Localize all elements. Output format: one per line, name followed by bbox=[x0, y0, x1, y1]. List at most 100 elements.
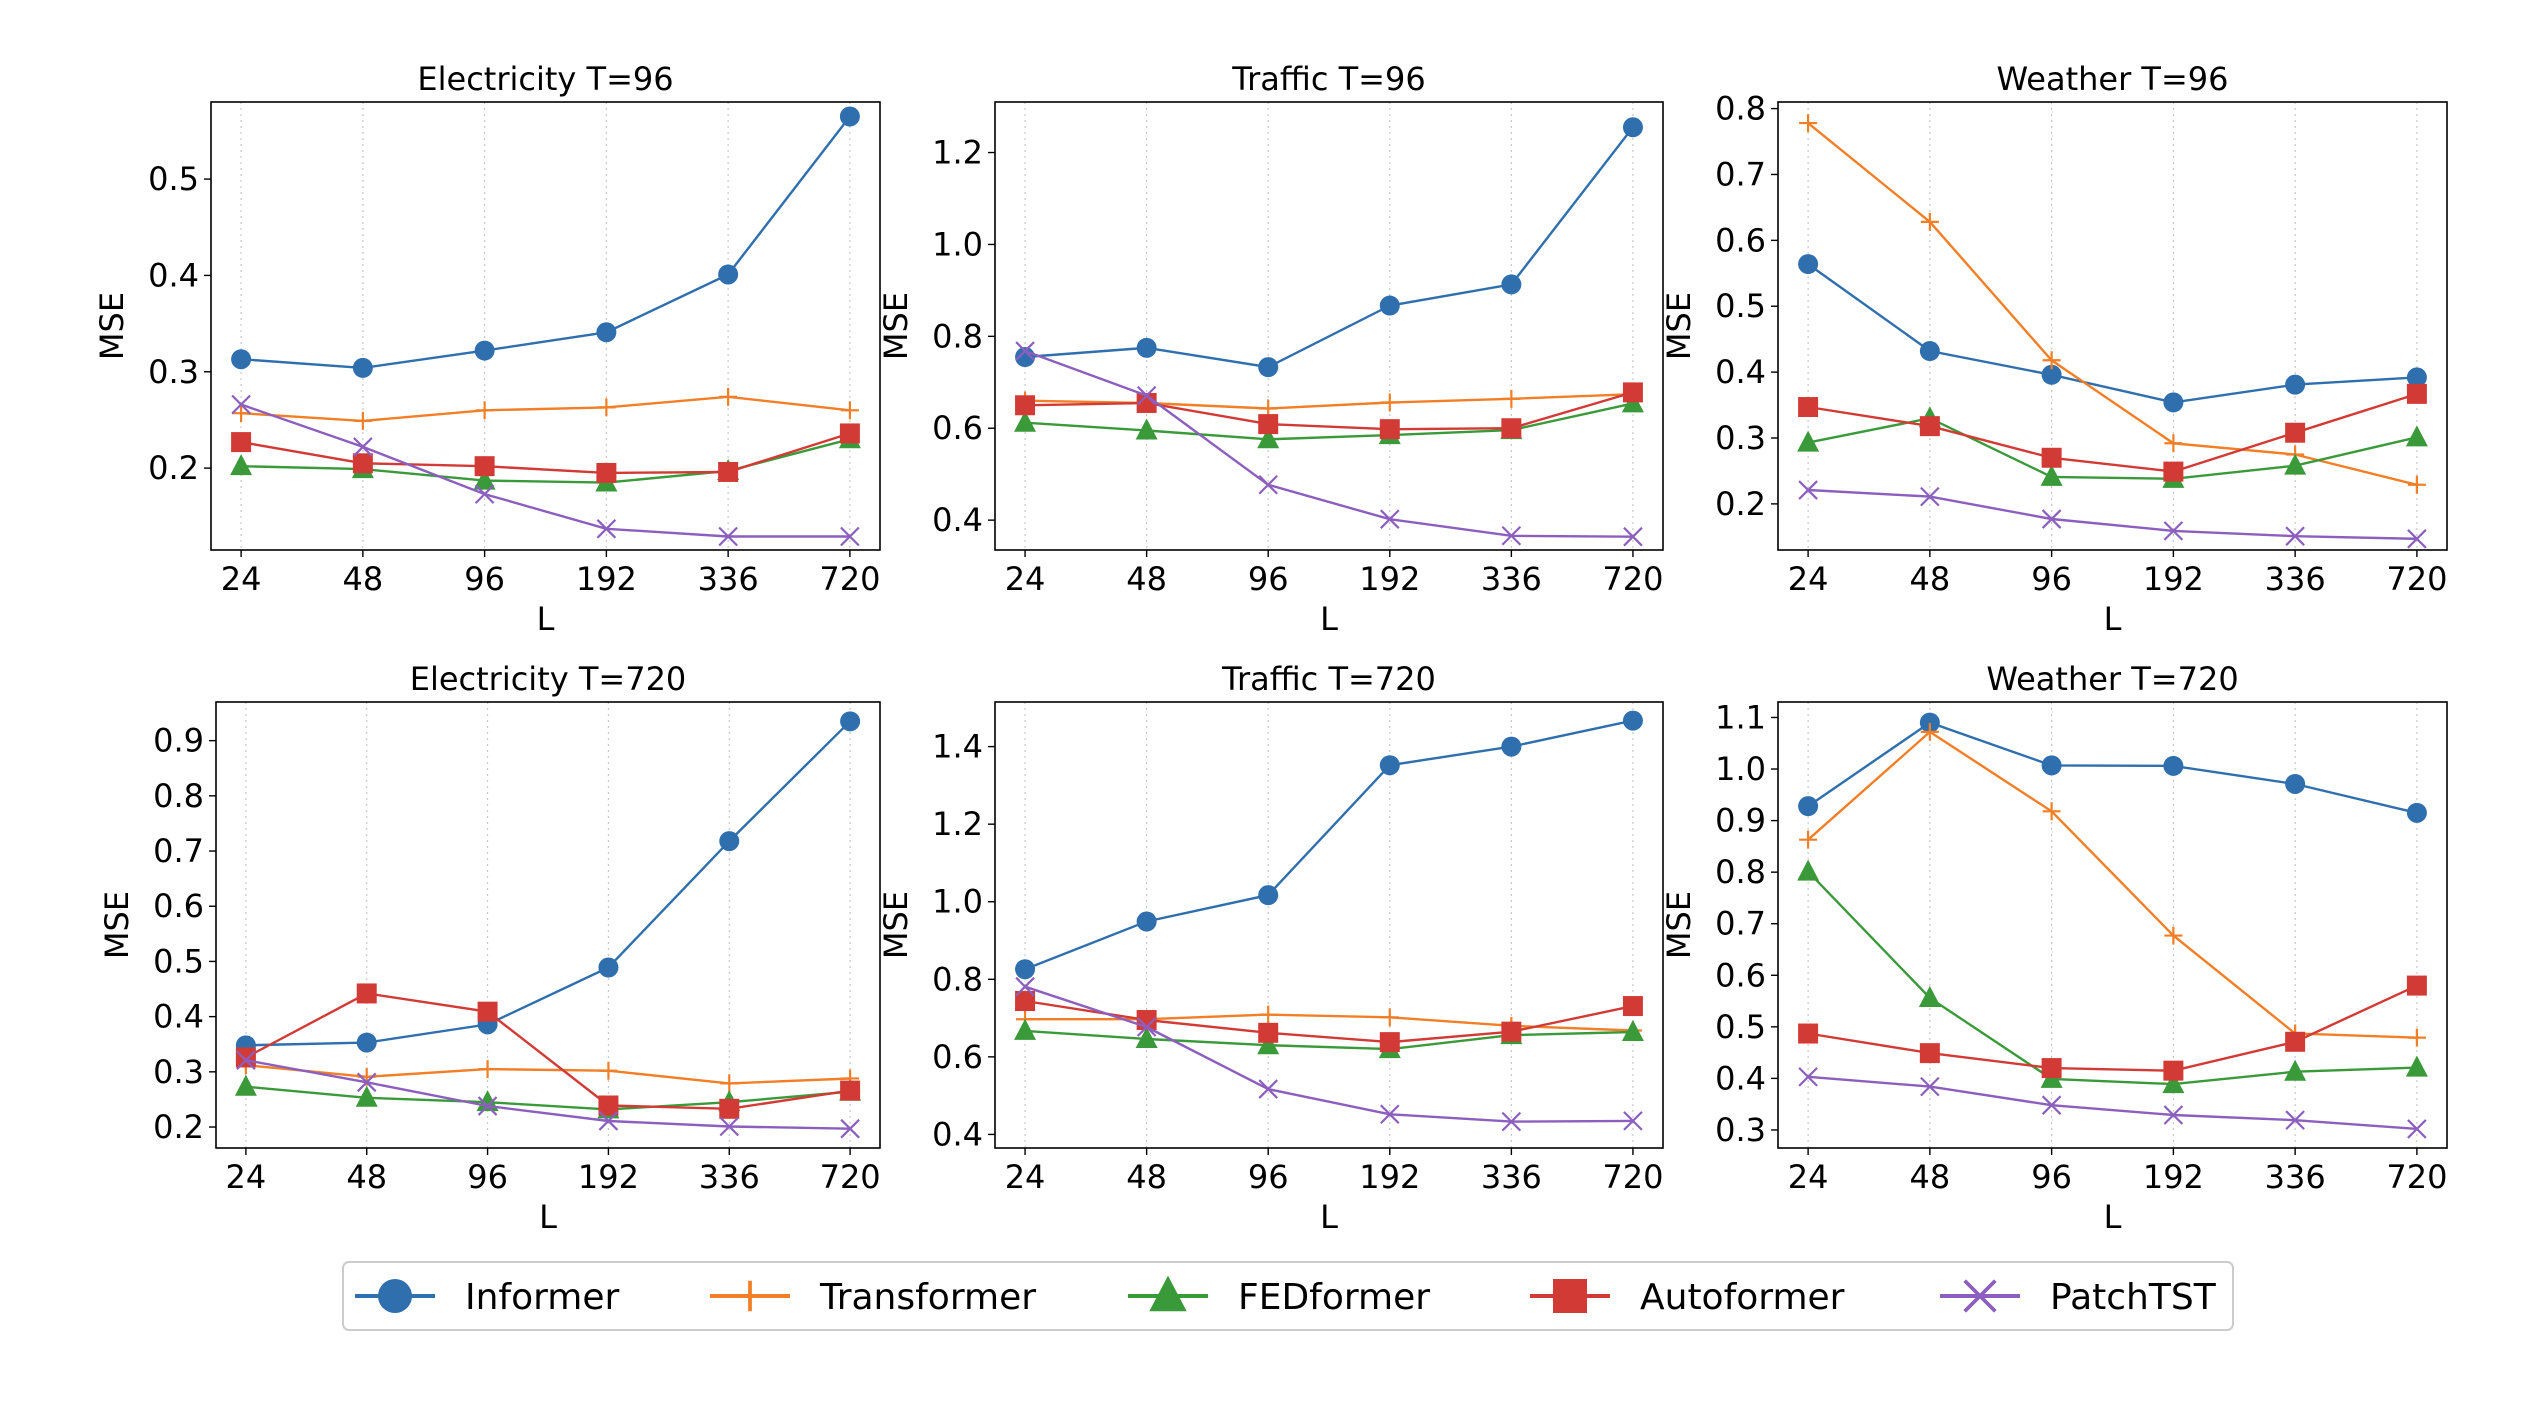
x-tick-label: 720 bbox=[1602, 560, 1663, 598]
data-point bbox=[598, 957, 619, 978]
data-point bbox=[1136, 385, 1157, 406]
data-point bbox=[1258, 474, 1278, 495]
y-tick-label: 0.6 bbox=[1715, 221, 1766, 259]
x-tick-label: 96 bbox=[464, 560, 505, 598]
series-fedformer bbox=[1797, 859, 2428, 1094]
data-point bbox=[1258, 357, 1279, 378]
series-patchtst bbox=[1798, 1067, 2427, 1139]
data-point bbox=[1257, 427, 1280, 449]
data-point bbox=[475, 401, 494, 420]
x-tick-label: 96 bbox=[2031, 560, 2072, 598]
data-point bbox=[474, 456, 495, 477]
series-informer bbox=[1015, 117, 1643, 378]
data-point bbox=[2041, 1095, 2062, 1115]
data-point bbox=[2164, 926, 2183, 945]
series-line bbox=[1807, 984, 2418, 1072]
data-point bbox=[1799, 114, 1818, 133]
data-point bbox=[1799, 830, 1818, 849]
data-point bbox=[1379, 1032, 1400, 1053]
y-axis-label: MSE bbox=[98, 891, 136, 959]
x-tick-label: 192 bbox=[1359, 1158, 1420, 1196]
y-tick-label: 1.4 bbox=[932, 728, 983, 766]
data-point bbox=[477, 1001, 498, 1022]
data-point bbox=[1797, 430, 1820, 452]
data-point bbox=[1501, 1111, 1522, 1132]
series-fedformer bbox=[1797, 406, 2428, 488]
series-line bbox=[1807, 870, 2417, 1086]
y-tick-label: 0.9 bbox=[153, 722, 204, 760]
y-axis-label: MSE bbox=[1660, 292, 1698, 360]
chart-panel-weather-t-96: 24 48 96 192 336 720 0.2 0.3 0.4 0.5 0.6 0.7 0.8 Weat… bbox=[1660, 60, 2448, 638]
data-point bbox=[236, 1050, 256, 1071]
y-tick-label: 0.8 bbox=[153, 777, 204, 815]
y-tick-label: 0.7 bbox=[1715, 155, 1766, 193]
series-autoformer bbox=[1798, 383, 2427, 482]
data-point bbox=[1797, 859, 1820, 881]
data-point bbox=[2407, 475, 2426, 494]
y-tick-label: 0.3 bbox=[148, 353, 199, 391]
series-informer bbox=[1798, 712, 2427, 823]
y-tick-label: 0.4 bbox=[148, 256, 199, 294]
y-tick-label: 0.8 bbox=[1715, 90, 1766, 128]
series-line bbox=[241, 115, 851, 370]
legend-marker bbox=[378, 1279, 413, 1314]
data-point bbox=[596, 462, 617, 483]
y-tick-label: 0.3 bbox=[1715, 419, 1766, 457]
data-point bbox=[1258, 414, 1279, 435]
data-point bbox=[596, 322, 617, 343]
x-tick-label: 336 bbox=[1481, 1158, 1542, 1196]
x-tick-label: 720 bbox=[2386, 560, 2447, 598]
series-line bbox=[1808, 1075, 2417, 1131]
data-point bbox=[719, 1098, 740, 1119]
data-point bbox=[2040, 464, 2063, 486]
legend-marker bbox=[734, 1280, 766, 1312]
data-point bbox=[1379, 419, 1400, 440]
legend-label: PatchTST bbox=[2050, 1277, 2217, 1318]
data-point bbox=[840, 711, 861, 732]
data-point bbox=[2041, 364, 2062, 385]
data-point bbox=[2407, 1028, 2426, 1047]
data-point bbox=[474, 340, 495, 361]
y-tick-label: 0.5 bbox=[148, 160, 199, 198]
x-tick-label: 96 bbox=[2031, 1158, 2072, 1196]
chart-panel-traffic-t-96: 24 48 96 192 336 720 0.4 0.6 0.8 1.0 1.2 Traffic T=… bbox=[877, 60, 1664, 638]
data-point bbox=[720, 1074, 739, 1093]
data-point bbox=[2163, 392, 2184, 413]
series-line bbox=[245, 1085, 851, 1111]
legend-item-patchtst: PatchTST bbox=[1940, 1277, 2217, 1318]
data-point bbox=[1920, 212, 1939, 231]
plot-frame bbox=[215, 701, 881, 1149]
data-point bbox=[599, 1061, 618, 1080]
series-transformer bbox=[1016, 385, 1642, 418]
data-point bbox=[1798, 1023, 1819, 1044]
series-line bbox=[1807, 416, 2418, 481]
chart-panels: 24 48 96 192 336 720 0.2 0.3 0.4 0.5 Electricity T… bbox=[93, 60, 2448, 1236]
panel-title: Traffic T=720 bbox=[1221, 660, 1436, 698]
chart-panel-electricity-t-720: 24 48 96 192 336 720 0.2 0.3 0.4 0.5 0.6 0.7 0.8 0.9 E… bbox=[98, 660, 881, 1236]
data-point bbox=[1257, 1033, 1280, 1055]
data-point bbox=[840, 1118, 860, 1139]
x-tick-label: 48 bbox=[1126, 1158, 1167, 1196]
y-tick-label: 1.1 bbox=[1715, 698, 1766, 736]
data-point bbox=[1501, 274, 1522, 295]
data-point bbox=[1014, 410, 1037, 432]
data-point bbox=[2406, 383, 2427, 404]
series-line bbox=[245, 1059, 851, 1130]
data-point bbox=[353, 437, 373, 457]
data-point bbox=[1920, 486, 1940, 507]
series-line bbox=[241, 395, 851, 423]
data-point bbox=[840, 1080, 861, 1101]
panel-title: Traffic T=96 bbox=[1231, 60, 1425, 98]
legend-item-transformer: Transformer bbox=[710, 1277, 1036, 1318]
data-point bbox=[1258, 1079, 1278, 1099]
data-point bbox=[232, 404, 251, 423]
data-point bbox=[1501, 418, 1522, 439]
x-tick-label: 336 bbox=[699, 1158, 760, 1196]
data-point bbox=[1258, 1022, 1279, 1043]
series-informer bbox=[1798, 254, 2427, 413]
plot-frame bbox=[1777, 101, 2448, 551]
legend-label: FEDformer bbox=[1238, 1277, 1430, 1318]
data-point bbox=[2164, 434, 2183, 453]
legend-marker bbox=[1149, 1275, 1187, 1312]
